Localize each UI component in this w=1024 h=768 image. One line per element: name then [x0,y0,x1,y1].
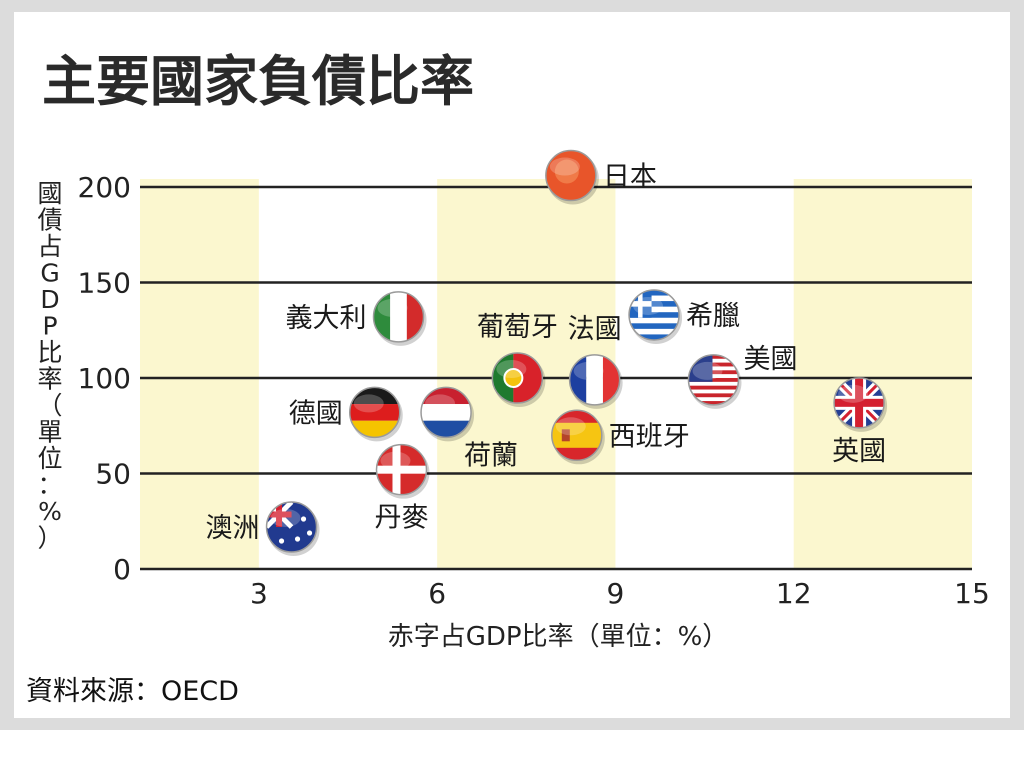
x-tick-label: 6 [428,577,446,610]
point-label: 希臘 [686,301,740,332]
point-label: 法國 [568,314,622,345]
data-point: 葡萄牙 [477,312,558,407]
y-axis-label: 國債占 G D P 比率（單位：%） [37,179,62,553]
denmark-flag-icon [375,443,428,496]
point-label: 義大利 [286,303,367,334]
point-label: 西班牙 [609,421,690,452]
point-label: 美國 [743,344,797,375]
australia-flag-icon [265,501,318,553]
point-label: 荷蘭 [464,440,518,471]
point-label: 英國 [832,436,886,467]
data-point: 希臘 [628,289,740,344]
x-axis-label: 赤字占GDP比率（單位：%） [388,622,729,652]
y-tick-label: 50 [95,458,131,491]
background-band [140,179,259,569]
point-label: 澳洲 [206,513,260,544]
data-point: 英國 [832,377,888,467]
chart-title: 主要國家負債比率 [42,50,474,113]
data-point: 日本 [545,149,657,205]
data-point: 美國 [687,344,797,409]
point-label: 丹麥 [374,503,428,534]
chart-card: 主要國家負債比率 0 50 100 150 200 3 6 9 12 15 國債占 G D P 比率（單位：%… [14,12,1010,718]
x-tick-label: 9 [607,577,625,610]
scatter-chart: 主要國家負債比率 0 50 100 150 200 3 6 9 12 15 國債占 G D P 比率（單位：%… [26,50,990,707]
source-note: 資料來源：OECD [26,676,239,707]
y-tick-label: 100 [78,362,131,395]
usa-flag-icon [687,354,740,406]
data-point: 澳洲 [206,501,320,556]
data-point: 荷蘭 [420,386,518,471]
uk-flag-icon [833,377,885,429]
italy-flag-icon [372,291,425,343]
data-point: 丹麥 [374,443,430,534]
netherlands-flag-icon [420,386,472,439]
point-label: 日本 [603,162,657,193]
data-point: 德國 [289,386,403,442]
x-tick-label: 15 [954,577,990,610]
x-tick-label: 12 [776,577,812,610]
point-label: 德國 [289,398,343,429]
data-point: 法國 [568,314,623,409]
y-tick-label: 150 [78,267,131,300]
point-label: 葡萄牙 [477,312,558,343]
portugal-flag-icon [491,352,544,404]
data-point: 西班牙 [551,409,690,465]
data-point: 義大利 [286,291,427,346]
spain-flag-icon [551,409,603,462]
japan-flag-icon [545,149,597,202]
greece-flag-icon [628,289,680,341]
france-flag-icon [568,354,621,406]
germany-flag-icon [348,386,401,439]
y-tick-label: 200 [78,171,131,204]
background-band [793,179,972,569]
x-tick-label: 3 [250,577,268,610]
y-tick-label: 0 [113,553,131,586]
